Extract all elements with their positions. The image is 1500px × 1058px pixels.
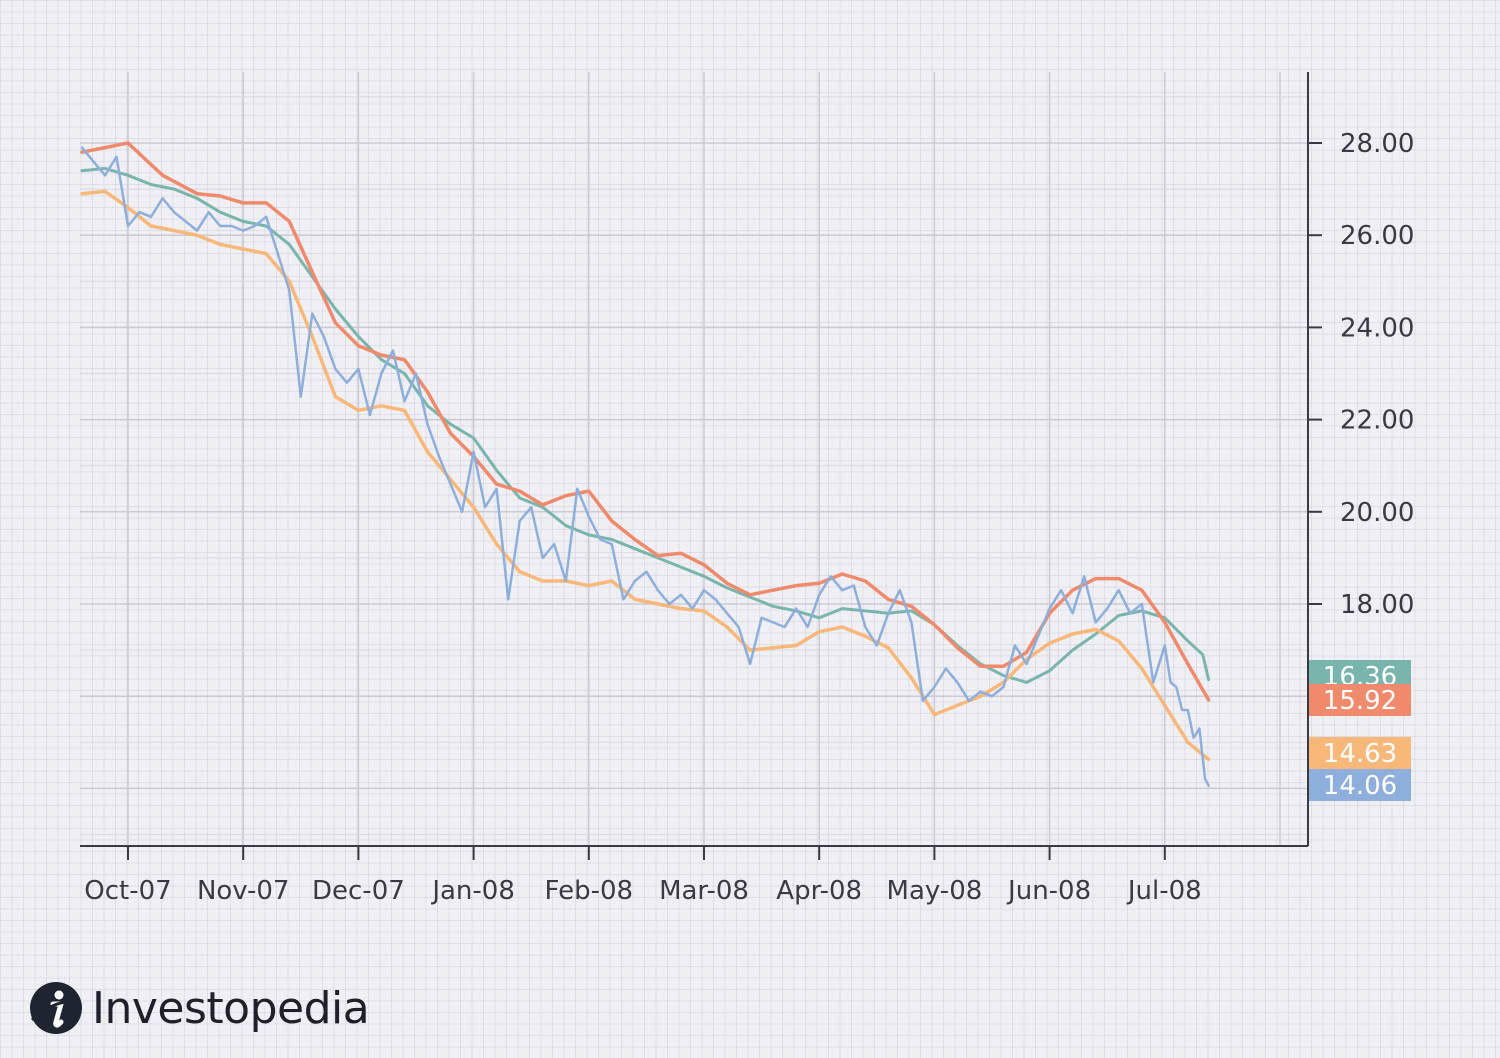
x-tick-label: Dec-07 (312, 876, 405, 906)
y-axis-ticks: 28.00 26.00 24.00 22.00 20.00 18.00 (1308, 129, 1414, 620)
last-value-badge (1309, 684, 1411, 716)
brand: Investopedia (28, 976, 370, 1040)
x-tick-label: May-08 (887, 876, 983, 906)
x-tick-label: Jul-08 (1126, 876, 1202, 906)
x-tick-label: Mar-08 (659, 876, 749, 906)
x-tick-label: Jan-08 (430, 876, 515, 906)
investopedia-logo-icon (30, 982, 82, 1034)
y-tick-label: 28.00 (1340, 129, 1414, 159)
x-tick-label: Apr-08 (776, 876, 862, 906)
chart-grid (80, 72, 1308, 846)
series-lines (80, 141, 1211, 787)
y-tick-label: 20.00 (1340, 498, 1414, 528)
x-tick-label: Oct-07 (84, 876, 171, 906)
last-value-label: 15.92 (1323, 686, 1397, 716)
y-tick-label: 18.00 (1340, 590, 1414, 620)
brand-name: Investopedia (92, 982, 370, 1034)
chart-axes (80, 72, 1309, 847)
x-tick-label: Jun-08 (1006, 876, 1091, 906)
last-value-label: 14.06 (1323, 771, 1397, 801)
last-value-badge (1309, 737, 1411, 769)
last-value-label: 14.63 (1323, 739, 1397, 769)
series-line-3 (80, 146, 1210, 787)
series-line-2 (80, 189, 1211, 762)
series-line-1 (80, 141, 1211, 702)
x-tick-label: Nov-07 (197, 876, 290, 906)
x-tick-label: Feb-08 (545, 876, 634, 906)
last-value-badge (1309, 769, 1411, 801)
y-tick-label: 26.00 (1340, 221, 1414, 251)
y-tick-label: 24.00 (1340, 313, 1414, 343)
series-line-0 (80, 166, 1211, 684)
x-axis-ticks: Oct-07 Nov-07 Dec-07 Jan-08 Feb-08 Mar-08 Apr-… (84, 846, 1202, 906)
y-tick-label: 22.00 (1340, 406, 1414, 436)
